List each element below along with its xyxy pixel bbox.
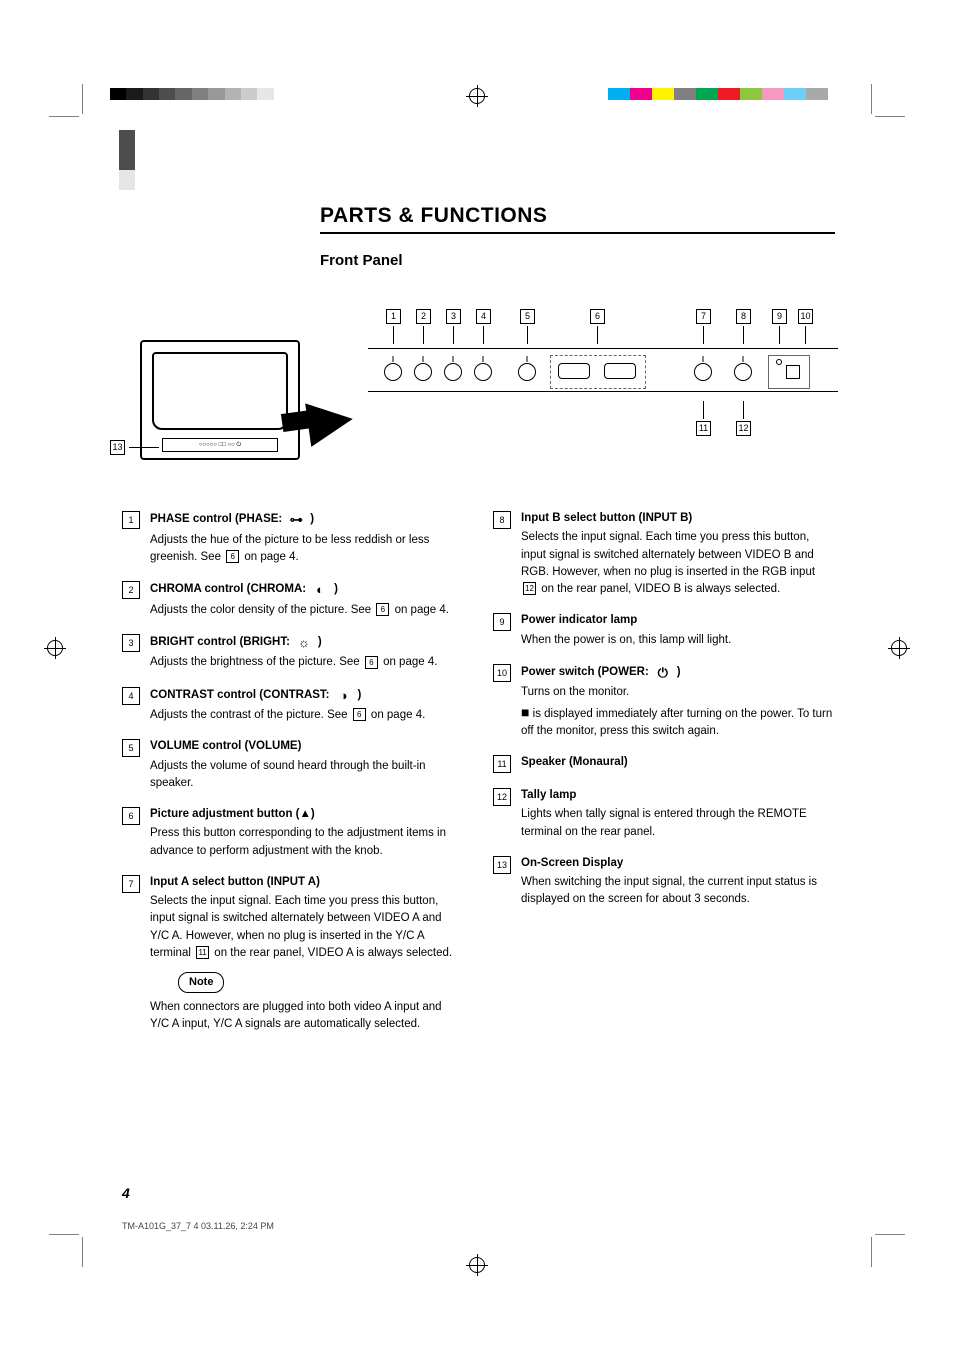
item-heading: Picture adjustment button (▲) — [150, 806, 463, 823]
item-number-box: 2 — [122, 581, 140, 599]
item-heading: Input A select button (INPUT A) — [150, 874, 463, 891]
item-description: Selects the input signal. Each time you … — [150, 893, 463, 962]
grayscale-bar — [110, 88, 290, 100]
registration-mark-icon — [466, 85, 488, 107]
symbol-icon: ⏻ — [655, 663, 671, 683]
item-heading: Tally lamp — [521, 787, 834, 804]
description-item: 8 Input B select button (INPUT B) Selects … — [493, 510, 834, 598]
item-heading: CONTRAST control (CONTRAST: ◑) — [150, 686, 463, 706]
item-description: Press this button corresponding to the a… — [150, 825, 463, 860]
crop-mark — [871, 84, 872, 114]
description-item: 11 Speaker (Monaural) — [493, 754, 834, 773]
item-number-box: 11 — [493, 755, 511, 773]
item-description: Adjusts the volume of sound heard throug… — [150, 758, 463, 793]
section-title: PARTS & FUNCTIONS — [320, 204, 547, 228]
item-description: Adjusts the contrast of the picture. See… — [150, 707, 463, 724]
item-heading: BRIGHT control (BRIGHT: ☼) — [150, 633, 463, 653]
item-description: Adjusts the hue of the picture to be les… — [150, 532, 463, 567]
item-heading: Power indicator lamp — [521, 612, 834, 629]
item-description: Adjusts the brightness of the picture. S… — [150, 654, 463, 671]
page-side-tab — [119, 130, 135, 190]
item-number-box: 3 — [122, 634, 140, 652]
item-number-box: 10 — [493, 664, 511, 682]
description-item: 4 CONTRAST control (CONTRAST: ◑)Adjusts t… — [122, 686, 463, 725]
item-heading: VOLUME control (VOLUME) — [150, 738, 463, 755]
symbol-icon: ⊶ — [288, 510, 304, 530]
registration-mark-icon — [888, 637, 910, 659]
item-description: When the power is on, this lamp will lig… — [521, 632, 834, 649]
item-number-box: 12 — [493, 788, 511, 806]
item-description: Lights when tally signal is entered thro… — [521, 806, 834, 841]
crop-mark — [875, 1234, 905, 1235]
front-panel-strip: 1 2 3 4 5 6 7 8 9 10 11 12 — [368, 348, 838, 392]
item-number-box: 6 — [122, 807, 140, 825]
item-number-box: 1 — [122, 511, 140, 529]
description-item: 6 Picture adjustment button (▲) Press this… — [122, 806, 463, 860]
description-item: 1 PHASE control (PHASE: ⊶)Adjusts the hue… — [122, 510, 463, 566]
footer-imprint: TM-A101G_37_7 4 03.11.26, 2:24 PM — [122, 1221, 274, 1231]
item-description: Adjusts the color density of the picture… — [150, 602, 463, 619]
color-bar — [608, 88, 828, 100]
crop-mark — [49, 1234, 79, 1235]
body-columns: 1 PHASE control (PHASE: ⊶)Adjusts the hue… — [122, 510, 834, 1047]
note-label: Note — [178, 972, 224, 993]
item-heading: PHASE control (PHASE: ⊶) — [150, 510, 463, 530]
description-item: 10 Power switch (POWER: ⏻)Turns on the mo… — [493, 663, 834, 740]
item-description: When switching the input signal, the cur… — [521, 874, 834, 909]
item-number-box: 4 — [122, 687, 140, 705]
description-item: 9 Power indicator lamp When the power is o… — [493, 612, 834, 649]
crop-mark — [871, 1237, 872, 1267]
item-heading: Speaker (Monaural) — [521, 754, 834, 771]
symbol-icon: ◑ — [336, 686, 352, 706]
description-item: 3 BRIGHT control (BRIGHT: ☼)Adjusts the b… — [122, 633, 463, 672]
crop-mark — [875, 116, 905, 117]
crop-mark — [82, 1237, 83, 1267]
zoom-arrow-icon — [305, 397, 356, 447]
item-number-box: 8 — [493, 511, 511, 529]
item-description: Selects the input signal. Each time you … — [521, 529, 834, 598]
symbol-icon: ☼ — [296, 633, 312, 653]
note-text: When connectors are plugged into both vi… — [150, 999, 463, 1034]
item-heading: Power switch (POWER: ⏻) — [521, 663, 834, 683]
description-item: 7 Input A select button (INPUT A) Selects … — [122, 874, 463, 1033]
description-item: 12 Tally lamp Lights when tally signal is … — [493, 787, 834, 841]
page-number: 4 — [122, 1185, 130, 1201]
description-item: 2 CHROMA control (CHROMA: ◐) Adjusts the c… — [122, 580, 463, 619]
registration-mark-icon — [466, 1254, 488, 1276]
item-number-box: 7 — [122, 875, 140, 893]
crop-mark — [49, 116, 79, 117]
item-number-box: 5 — [122, 739, 140, 757]
monitor-icon: ○○○○○ □□ ○○ ⏻ — [140, 340, 300, 460]
description-item: 5 VOLUME control (VOLUME) Adjusts the volu… — [122, 738, 463, 792]
front-panel-diagram: ○○○○○ □□ ○○ ⏻ 13 1 2 3 4 5 6 7 8 9 — [110, 300, 835, 480]
item-number-box: 9 — [493, 613, 511, 631]
description-item: 13 On-Screen Display When switching the in… — [493, 855, 834, 909]
registration-mark-icon — [44, 637, 66, 659]
item-description: Turns on the monitor. ■ is displayed imm… — [521, 684, 834, 740]
crop-mark — [82, 84, 83, 114]
callout-13: 13 — [110, 440, 159, 455]
subsection-title: Front Panel — [320, 252, 403, 269]
item-heading: CHROMA control (CHROMA: ◐) — [150, 580, 463, 600]
item-heading: On-Screen Display — [521, 855, 834, 872]
symbol-icon: ◐ — [312, 580, 328, 600]
section-rule — [320, 232, 835, 234]
item-heading: Input B select button (INPUT B) — [521, 510, 834, 527]
item-number-box: 13 — [493, 856, 511, 874]
